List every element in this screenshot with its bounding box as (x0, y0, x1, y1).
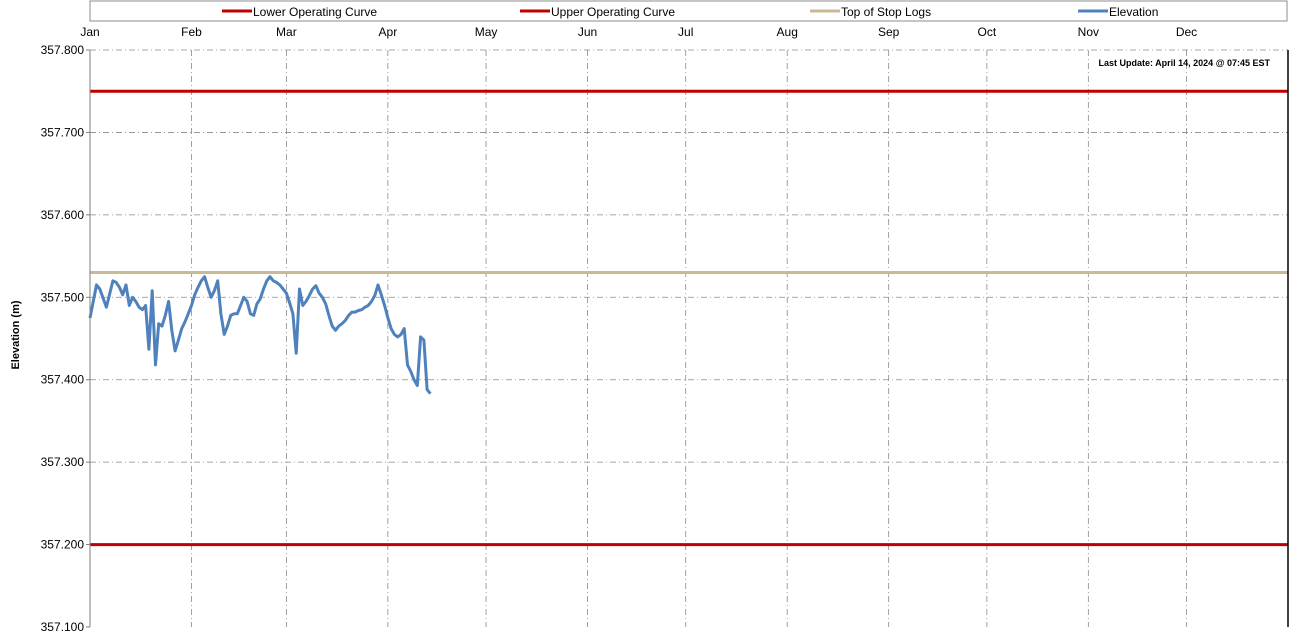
y-tick-label: 357.700 (41, 125, 85, 139)
y-tick-label: 357.200 (41, 538, 85, 552)
y-tick-label: 357.300 (41, 455, 85, 469)
series (88, 89, 1288, 547)
legend-label: Upper Operating Curve (551, 5, 675, 19)
month-label: Apr (379, 25, 398, 39)
month-label: May (475, 25, 498, 39)
month-label: Nov (1078, 25, 1099, 39)
y-tick-label: 357.100 (41, 620, 85, 634)
month-labels: Jan Feb Mar Apr May Jun Jul Aug Sep Oct Nov Dec (80, 25, 1197, 39)
legend: Lower Operating Curve Upper Operating Cur… (222, 5, 1158, 19)
y-axis-title: Elevation (m) (10, 300, 22, 369)
month-label: Oct (978, 25, 997, 39)
month-label: Jun (578, 25, 597, 39)
series-line-elevation (88, 275, 432, 395)
gridlines (90, 49, 1288, 627)
y-axis-ticks: 357.800 357.700 357.600 357.500 357.400 357.3… (41, 43, 90, 634)
month-label: Feb (181, 25, 202, 39)
month-label: Dec (1176, 25, 1197, 39)
month-label: Jan (80, 25, 99, 39)
y-tick-label: 357.800 (41, 43, 85, 57)
legend-label: Lower Operating Curve (253, 5, 377, 19)
y-tick-label: 357.600 (41, 208, 85, 222)
y-tick-label: 357.500 (41, 290, 85, 304)
month-label: Jul (678, 25, 693, 39)
month-label: Aug (777, 25, 798, 39)
month-label: Sep (878, 25, 900, 39)
legend-label: Top of Stop Logs (841, 5, 931, 19)
y-tick-label: 357.400 (41, 373, 85, 387)
month-label: Mar (276, 25, 297, 39)
legend-label: Elevation (1109, 5, 1158, 19)
last-update-annotation: Last Update: April 14, 2024 @ 07:45 EST (1098, 58, 1270, 68)
legend-box (89, 0, 1288, 22)
